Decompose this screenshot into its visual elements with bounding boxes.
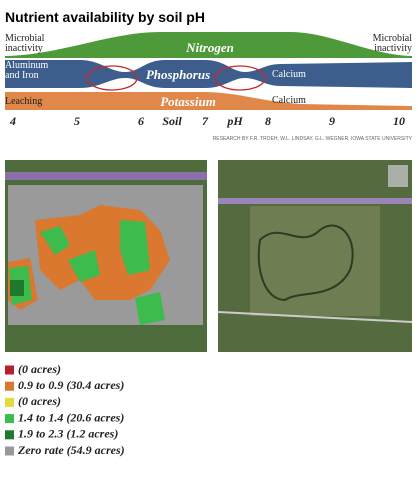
note: Aluminum bbox=[5, 60, 49, 71]
note: inactivity bbox=[374, 43, 412, 54]
band-label: Potassium bbox=[160, 94, 216, 109]
legend-swatch bbox=[5, 446, 14, 456]
legend-label: (0 acres) bbox=[18, 394, 61, 408]
legend-label: (0 acres) bbox=[18, 362, 61, 376]
legend-label: 0.9 to 0.9 (30.4 acres) bbox=[18, 378, 124, 392]
legend-swatch bbox=[5, 397, 14, 407]
axis-label: pH bbox=[226, 114, 243, 128]
axis-label: 9 bbox=[329, 114, 335, 128]
note: inactivity bbox=[5, 43, 43, 54]
note: Microbial bbox=[373, 33, 413, 44]
credit: RESEARCH BY F.R. TROEH, W.L. LINDSAY, G.… bbox=[213, 136, 413, 142]
axis-label: 4 bbox=[9, 114, 16, 128]
axis-label: 8 bbox=[265, 114, 271, 128]
legend-swatch bbox=[5, 365, 14, 375]
note: Calcium bbox=[272, 69, 306, 80]
note: Microbial bbox=[5, 33, 45, 44]
axis-label: 5 bbox=[74, 114, 80, 128]
legend-label: 1.4 to 1.4 (20.6 acres) bbox=[18, 410, 124, 424]
legend-swatch bbox=[5, 430, 14, 440]
aerial-map bbox=[217, 160, 413, 352]
legend-label: Zero rate (54.9 acres) bbox=[17, 443, 125, 457]
axis-label: 10 bbox=[393, 114, 405, 128]
axis-label: Soil bbox=[162, 114, 182, 128]
legend-label: 1.9 to 2.3 (1.2 acres) bbox=[18, 427, 118, 441]
legend-swatch bbox=[5, 381, 14, 391]
band-label: Nitrogen bbox=[185, 40, 234, 55]
title: Nutrient availability by soil pH bbox=[5, 9, 205, 25]
axis-label: 6 bbox=[138, 114, 144, 128]
nitrogen-band bbox=[5, 32, 412, 58]
axis-label: 7 bbox=[202, 114, 209, 128]
note: Leaching bbox=[5, 96, 42, 107]
highlight bbox=[214, 65, 266, 91]
note: Calcium bbox=[272, 95, 306, 106]
legend-swatch bbox=[5, 414, 14, 424]
note: and Iron bbox=[5, 70, 39, 81]
band-label: Phosphorus bbox=[146, 67, 210, 82]
rate-map bbox=[5, 160, 207, 352]
highlight bbox=[86, 65, 138, 91]
potassium-band bbox=[5, 92, 412, 110]
phosphorus-band bbox=[5, 60, 412, 88]
